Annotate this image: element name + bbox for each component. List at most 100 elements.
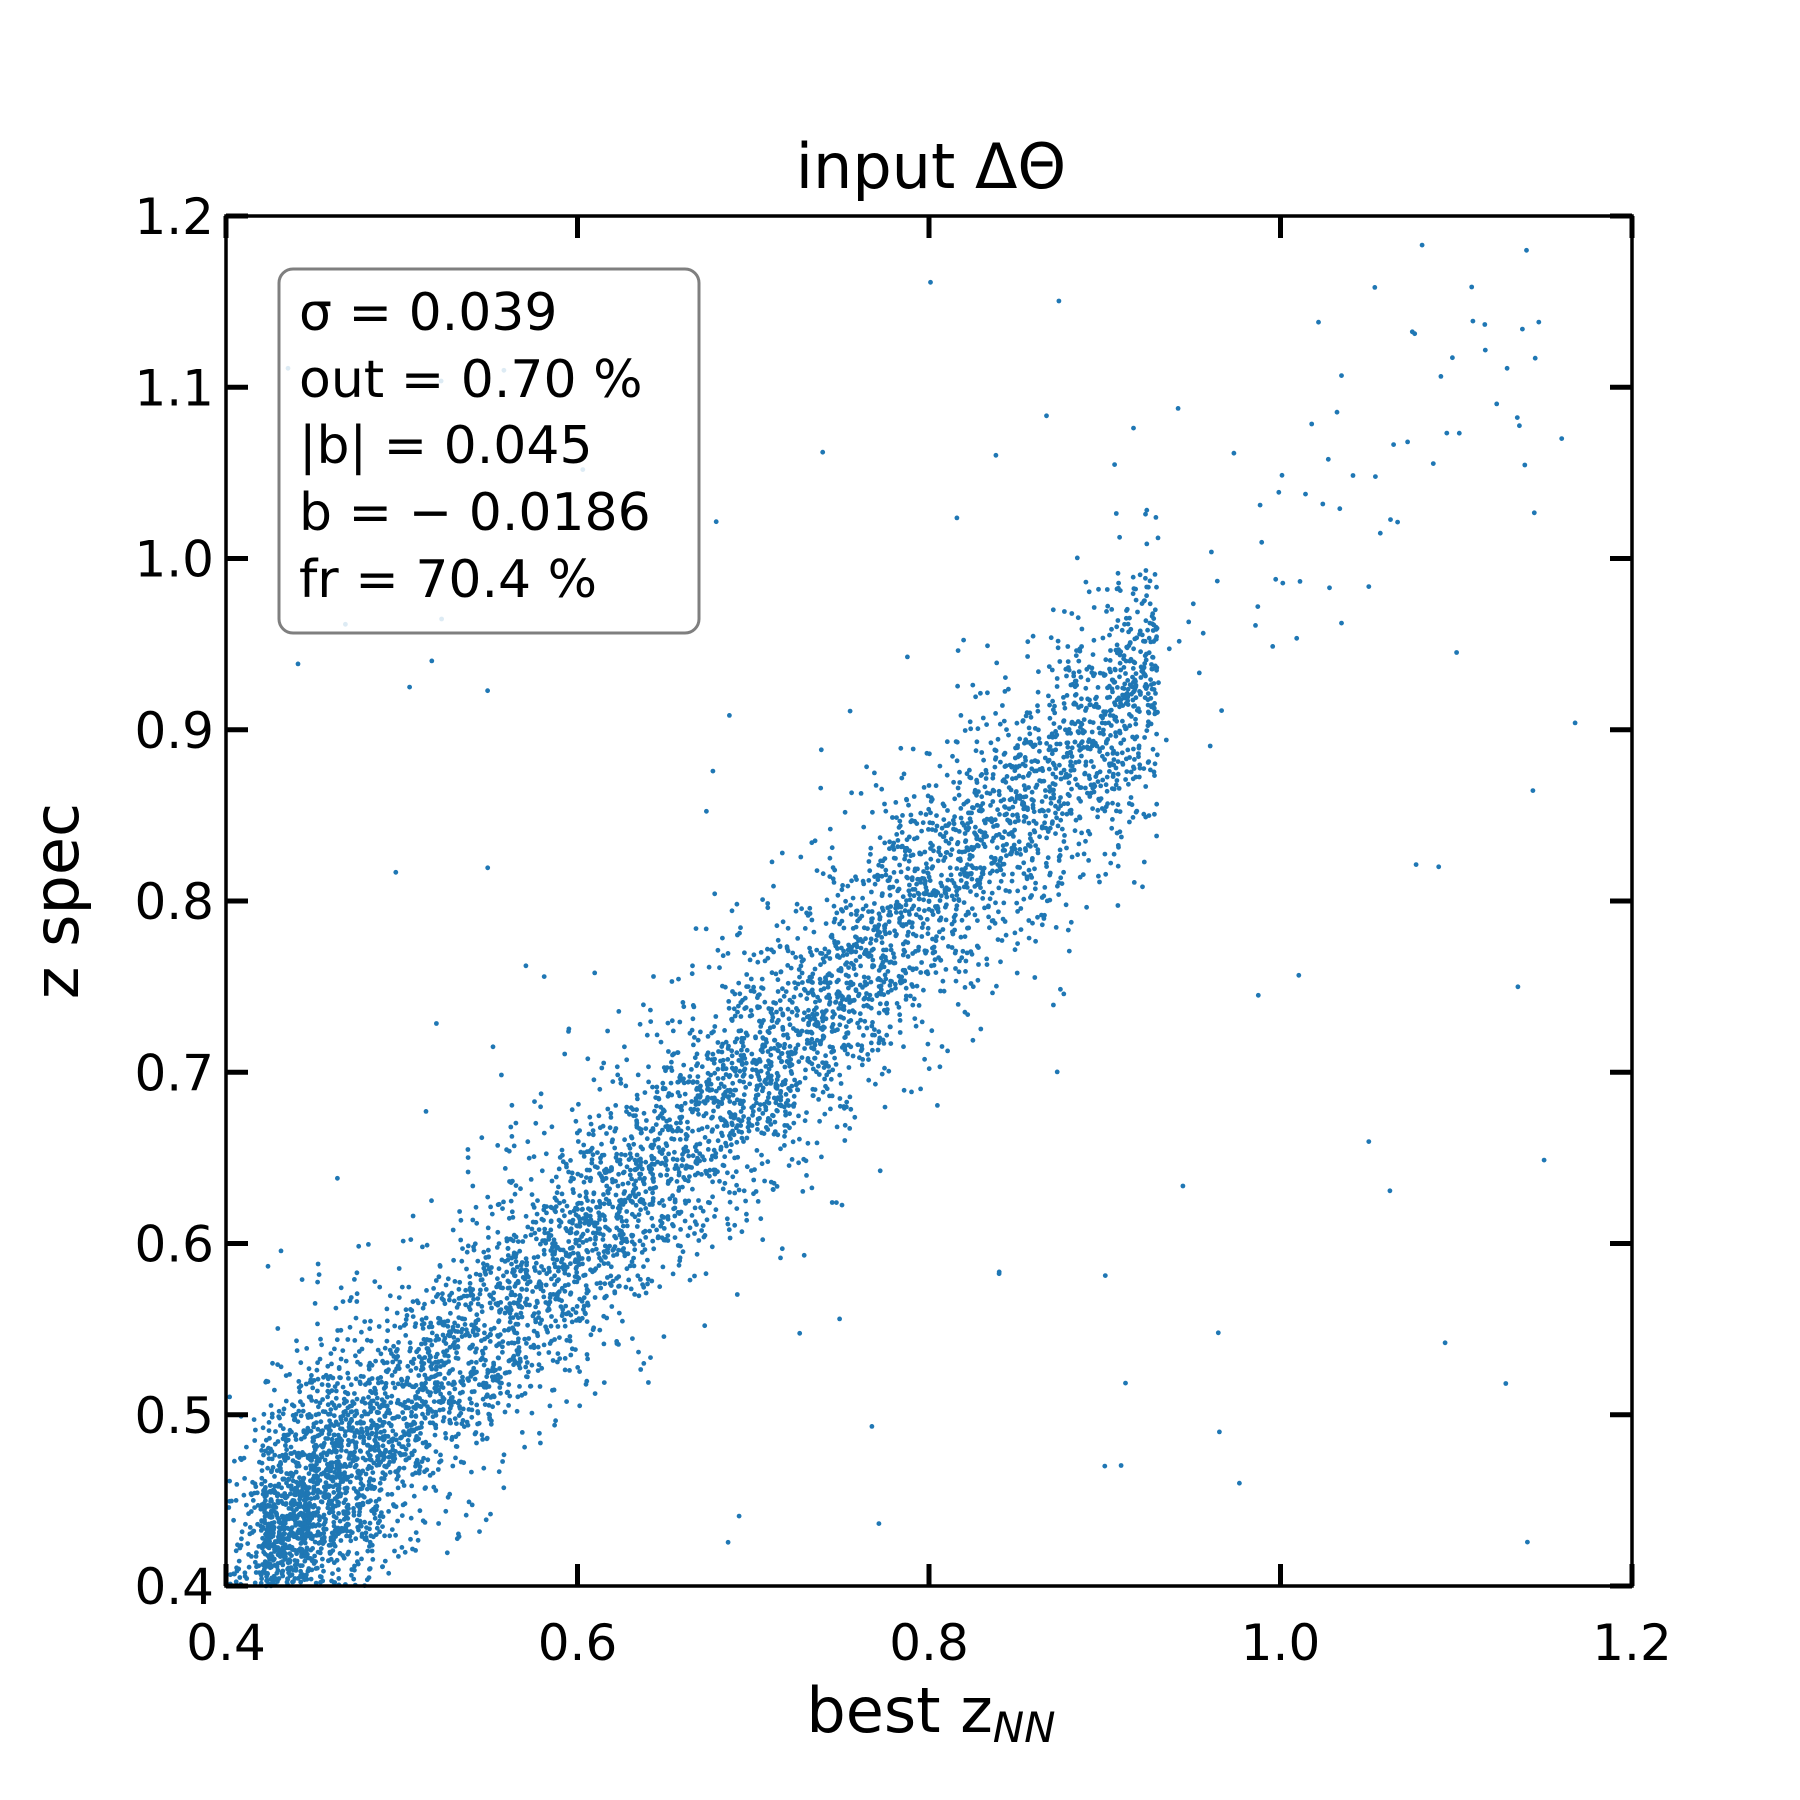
data-point (422, 1341, 428, 1346)
data-point (616, 1247, 621, 1253)
data-point (313, 1566, 319, 1571)
data-point (888, 1041, 894, 1046)
data-point (567, 1246, 573, 1251)
data-point (926, 827, 931, 832)
data-point (401, 1416, 406, 1422)
data-point (909, 877, 915, 883)
data-point (627, 1145, 633, 1151)
data-point (617, 1283, 622, 1289)
data-point (627, 1172, 633, 1178)
data-point (1146, 635, 1152, 641)
data-point (868, 851, 873, 857)
data-point (559, 1313, 565, 1319)
data-point (533, 1304, 538, 1310)
data-point (1044, 898, 1050, 904)
data-point (845, 1051, 850, 1057)
data-point (900, 813, 905, 818)
data-point (775, 1132, 781, 1138)
data-point (840, 953, 846, 958)
data-point (379, 1397, 385, 1402)
data-point (320, 1578, 326, 1584)
data-point (576, 1243, 582, 1249)
data-point (406, 1432, 412, 1438)
data-point (1014, 720, 1020, 726)
data-point (718, 1058, 723, 1064)
data-point (306, 1471, 312, 1476)
data-point (919, 925, 925, 930)
data-point (1120, 718, 1125, 724)
data-point (843, 997, 849, 1003)
data-point (875, 872, 880, 878)
data-point (1103, 782, 1109, 788)
data-point (1043, 813, 1048, 819)
data-point (1054, 815, 1059, 821)
data-point (726, 1005, 732, 1011)
data-point (861, 881, 867, 887)
data-point (918, 970, 924, 975)
data-point (934, 813, 939, 818)
data-point (837, 1103, 843, 1109)
data-point (269, 1456, 275, 1462)
data-point (1128, 795, 1134, 800)
data-point (887, 839, 892, 845)
data-point (760, 897, 765, 902)
data-point (563, 1303, 569, 1309)
data-point (1136, 743, 1142, 749)
data-point (850, 1008, 856, 1014)
data-point (416, 1346, 421, 1352)
data-point (573, 1310, 579, 1315)
data-point (344, 1504, 350, 1510)
data-point (705, 1147, 711, 1152)
data-point (1021, 819, 1027, 824)
data-point (1091, 605, 1097, 610)
data-point (354, 1502, 360, 1508)
data-point (1057, 725, 1063, 730)
data-point (643, 1189, 649, 1195)
data-point (517, 1293, 523, 1298)
data-point (633, 1178, 639, 1184)
data-point (1109, 825, 1115, 831)
data-point (548, 1204, 554, 1210)
data-point (964, 950, 970, 956)
data-point (818, 747, 824, 753)
data-point (897, 1030, 903, 1035)
data-point (1051, 721, 1057, 726)
data-point (309, 1373, 314, 1378)
data-point (406, 1442, 411, 1448)
data-point (427, 1376, 432, 1382)
data-point (1054, 676, 1060, 681)
data-point (509, 1102, 515, 1108)
data-point (690, 1128, 695, 1134)
data-point (913, 912, 919, 918)
data-point (907, 882, 912, 888)
data-point (920, 820, 926, 826)
data-point (448, 1310, 453, 1316)
data-point (1150, 628, 1156, 633)
data-point (597, 1327, 603, 1333)
data-point (1068, 919, 1074, 925)
data-point (804, 1037, 810, 1043)
data-point (782, 1064, 788, 1070)
data-point (483, 1517, 489, 1523)
data-point (1130, 734, 1135, 740)
data-point (505, 1253, 511, 1258)
data-point (321, 1374, 326, 1380)
data-point (557, 1247, 563, 1253)
data-point (609, 1304, 615, 1309)
data-point (1076, 730, 1082, 736)
data-point (295, 1419, 301, 1424)
data-point (514, 1408, 520, 1414)
data-point (679, 1107, 684, 1113)
data-point (715, 1076, 721, 1081)
data-point (973, 748, 979, 754)
data-point (401, 1323, 407, 1328)
data-point (562, 1213, 567, 1219)
data-point (974, 777, 979, 783)
data-point (727, 1099, 733, 1104)
data-point (592, 1391, 598, 1396)
data-point (870, 809, 875, 815)
data-point (765, 905, 771, 911)
data-point (898, 869, 904, 875)
data-point (316, 1514, 322, 1519)
data-point (822, 1111, 828, 1117)
